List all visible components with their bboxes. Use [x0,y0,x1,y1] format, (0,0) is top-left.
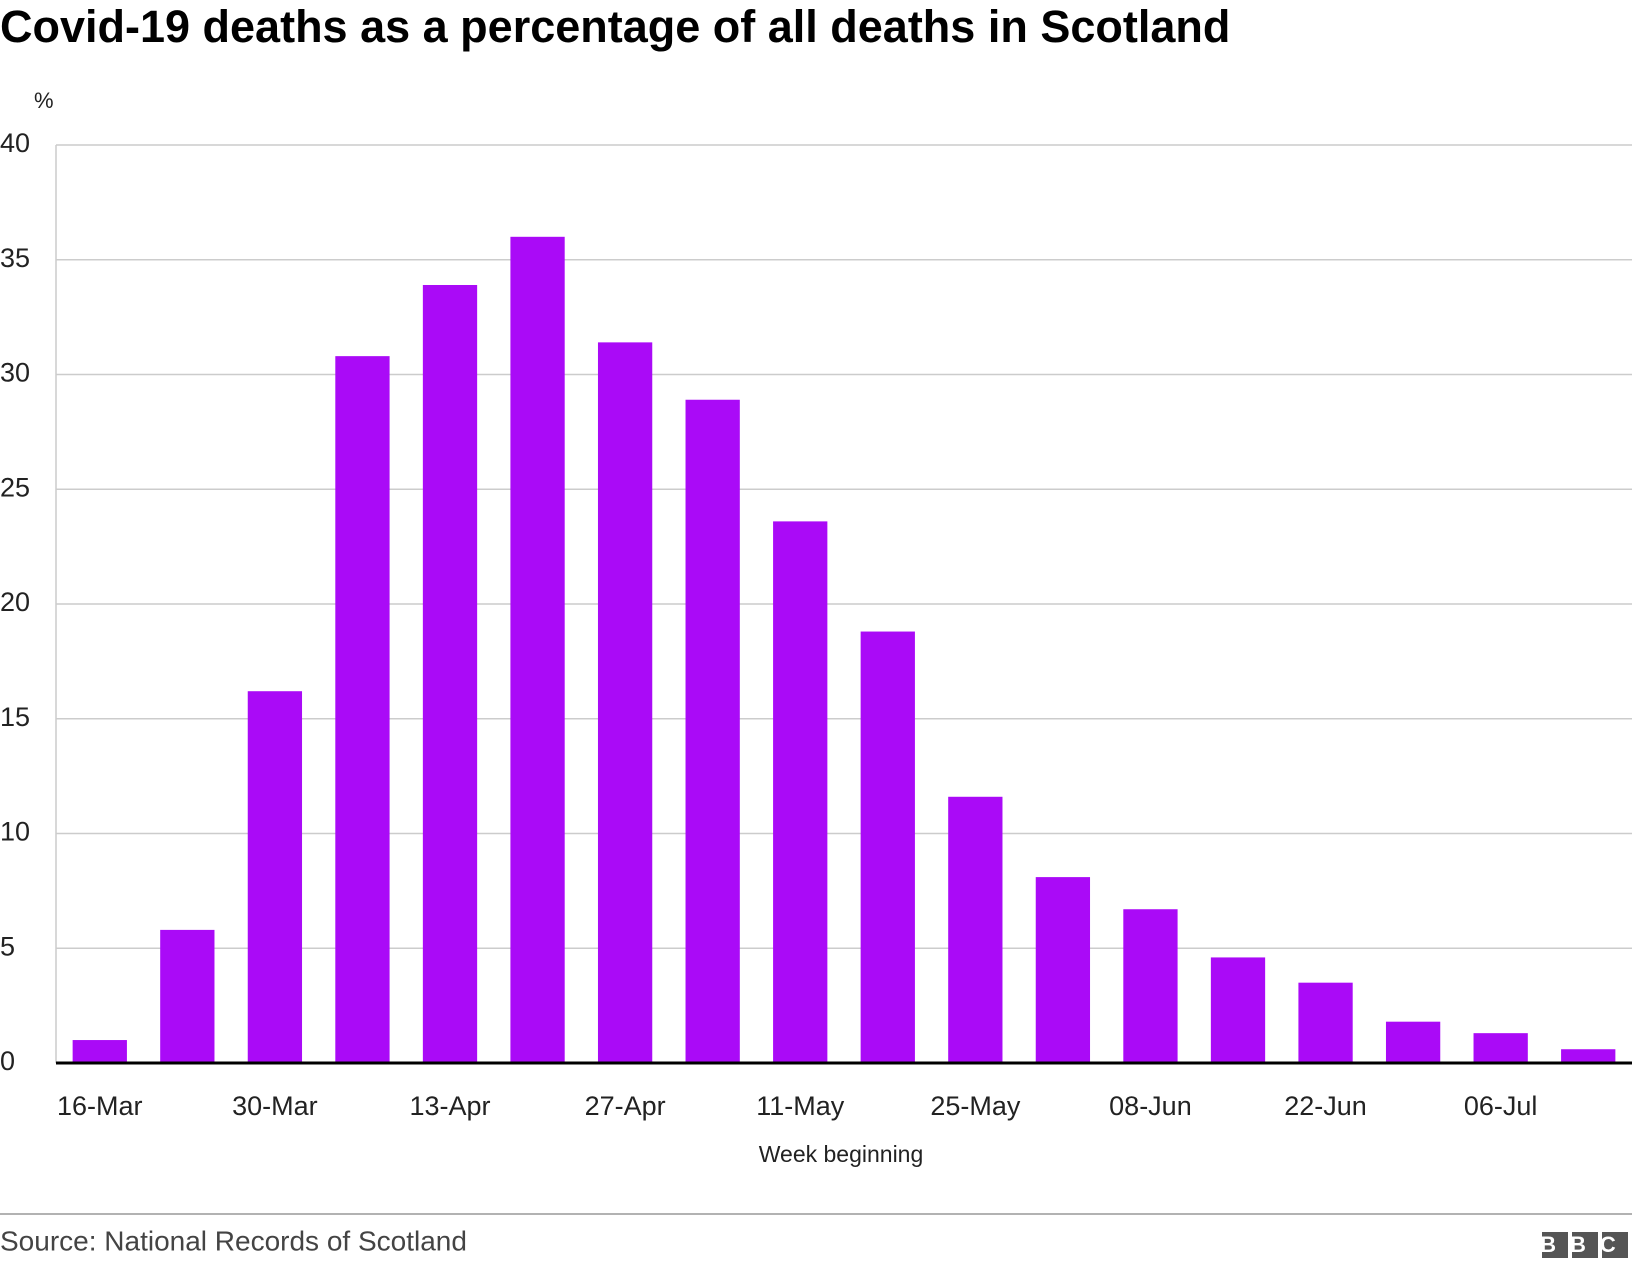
bar [860,631,915,1063]
y-tick-label: 20 [0,587,30,617]
bar [72,1040,127,1063]
bar [1298,982,1353,1063]
logo [1542,1232,1628,1258]
bar [1035,877,1091,1063]
bar [1123,909,1178,1063]
y-tick-label: 40 [0,128,30,158]
x-tick-label: 22-Jun [1284,1091,1367,1121]
x-tick-label: 16-Mar [57,1091,143,1121]
bar [1385,1021,1441,1063]
bar [1561,1049,1616,1063]
x-tick-label: 06-Jul [1464,1091,1538,1121]
y-tick-label: 0 [0,1046,15,1076]
bar [773,521,828,1063]
chart-title: Covid-19 deaths as a percentage of all d… [0,1,1230,52]
x-tick-label: 25-May [930,1091,1021,1121]
logo-text: BBC [1540,1232,1630,1257]
x-tick-label: 13-Apr [409,1091,490,1121]
x-tick-label: 30-Mar [232,1091,318,1121]
y-tick-label: 35 [0,243,30,273]
y-tick-label: 25 [0,472,30,502]
bar [160,929,215,1063]
y-tick-label: 10 [0,817,30,847]
source: Source: National Records of Scotland [0,1225,467,1256]
y-tick-label: 30 [0,358,30,388]
x-axis-label: Week beginning [759,1141,924,1167]
y-unit: % [34,88,54,113]
bar [685,399,740,1063]
bar [1473,1033,1528,1063]
bar [247,691,303,1063]
bar [1210,957,1266,1063]
x-tick-label: 11-May [756,1091,845,1121]
x-tick-label: 08-Jun [1109,1091,1192,1121]
x-tick-label: 27-Apr [585,1091,666,1121]
bar [510,236,565,1064]
bar [948,796,1003,1063]
bar [422,284,478,1063]
y-tick-label: 15 [0,702,30,732]
bar [597,342,653,1063]
y-tick-label: 5 [0,931,15,961]
bar [335,356,390,1063]
